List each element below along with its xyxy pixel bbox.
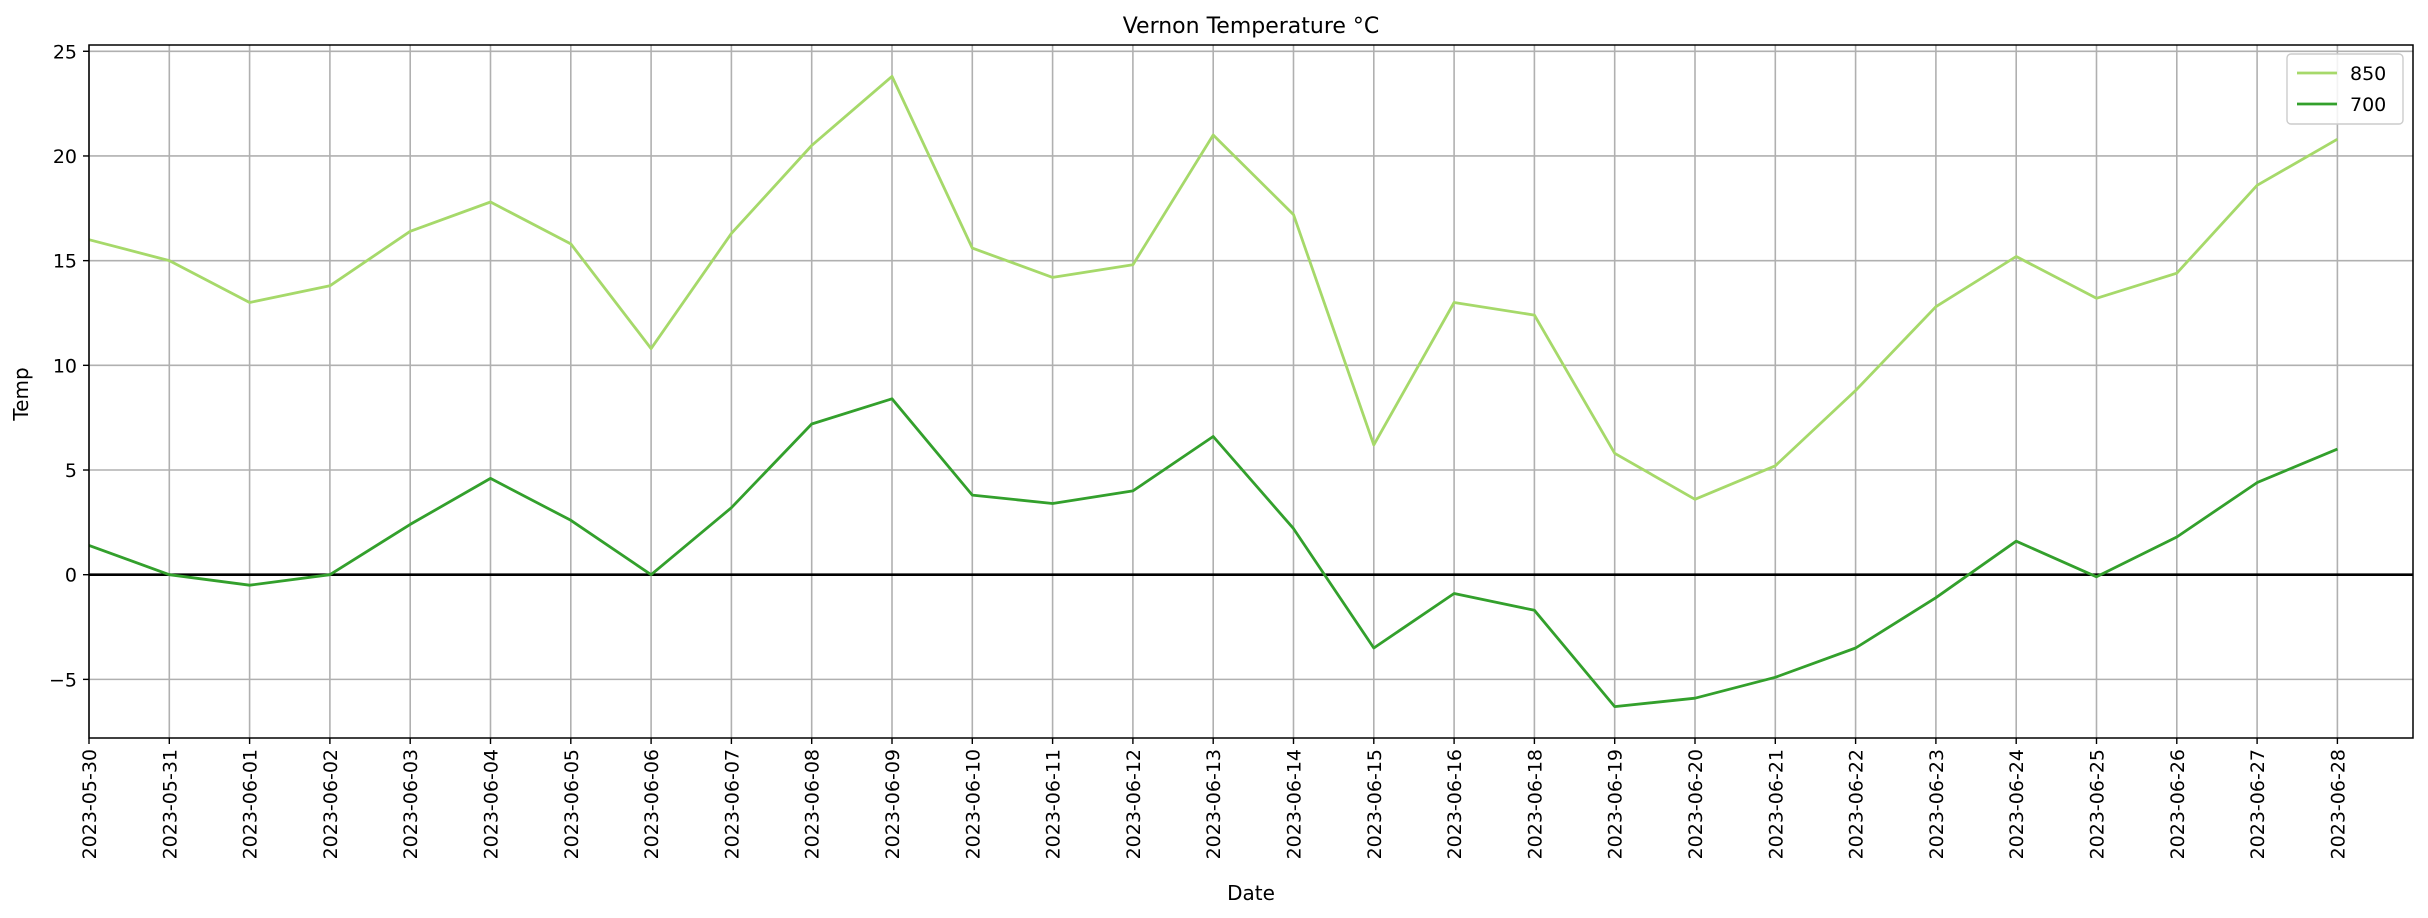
- y-tick-label: 0: [65, 565, 77, 587]
- y-axis-ticks: 25 20 15 10 5 0 −5: [49, 41, 89, 691]
- chart-title: Vernon Temperature °C: [1123, 14, 1380, 39]
- x-tick-label: 2023-06-07: [721, 749, 743, 859]
- grid-lines: [88, 45, 2413, 738]
- series-layer: [88, 75, 2339, 708]
- x-tick-label: 2023-06-13: [1203, 749, 1225, 859]
- x-tick-label: 2023-06-10: [962, 749, 984, 859]
- x-tick-label: 2023-06-01: [240, 749, 262, 859]
- x-tick-label: 2023-06-20: [1685, 749, 1707, 859]
- x-tick-label: 2023-06-09: [882, 749, 904, 859]
- x-tick-label: 2023-06-19: [1605, 749, 1627, 859]
- x-tick-label: 2023-05-30: [79, 749, 101, 859]
- x-tick-label: 2023-06-16: [1444, 749, 1466, 859]
- legend-box: [2286, 53, 2404, 125]
- x-tick-label: 2023-06-21: [1765, 749, 1787, 859]
- x-tick-label: 2023-06-04: [481, 749, 503, 859]
- x-tick-label: 2023-06-08: [802, 749, 824, 859]
- x-tick-label: 2023-06-14: [1284, 749, 1306, 859]
- x-tick-label: 2023-06-05: [561, 749, 583, 859]
- series-line-850: [88, 75, 2339, 501]
- legend-label-700: 700: [2350, 94, 2386, 116]
- x-axis-label: Date: [1227, 881, 1275, 905]
- y-tick-label: 15: [53, 251, 77, 273]
- x-tick-label: 2023-05-31: [159, 749, 181, 859]
- y-tick-label: 20: [53, 146, 77, 168]
- x-tick-label: 2023-06-25: [2087, 749, 2109, 859]
- x-tick-label: 2023-06-12: [1123, 749, 1145, 859]
- x-tick-label: 2023-06-22: [1846, 749, 1868, 859]
- x-tick-label: 2023-06-11: [1043, 749, 1065, 859]
- plot-frame: [88, 44, 2414, 739]
- y-tick-label: 5: [65, 460, 77, 482]
- x-tick-label: 2023-06-15: [1364, 749, 1386, 859]
- x-tick-label: 2023-06-28: [2327, 749, 2349, 859]
- x-tick-label: 2023-06-03: [400, 749, 422, 859]
- y-tick-label: −5: [49, 669, 77, 691]
- legend-label-850: 850: [2350, 63, 2386, 85]
- x-tick-label: 2023-06-24: [2006, 749, 2028, 859]
- x-axis-ticks: 2023-05-30 2023-05-31 2023-06-01 2023-06-02…: [79, 738, 2349, 859]
- y-tick-label: 10: [53, 355, 77, 377]
- x-tick-label: 2023-06-23: [1926, 749, 1948, 859]
- x-tick-label: 2023-06-06: [641, 749, 663, 859]
- x-tick-label: 2023-06-18: [1524, 749, 1546, 859]
- y-tick-label: 25: [53, 41, 77, 63]
- series-line-700: [88, 397, 2338, 708]
- x-tick-label: 2023-06-02: [320, 749, 342, 859]
- x-tick-label: 2023-06-27: [2247, 749, 2269, 859]
- y-axis-label: Temp: [9, 367, 33, 421]
- x-tick-label: 2023-06-26: [2167, 749, 2189, 859]
